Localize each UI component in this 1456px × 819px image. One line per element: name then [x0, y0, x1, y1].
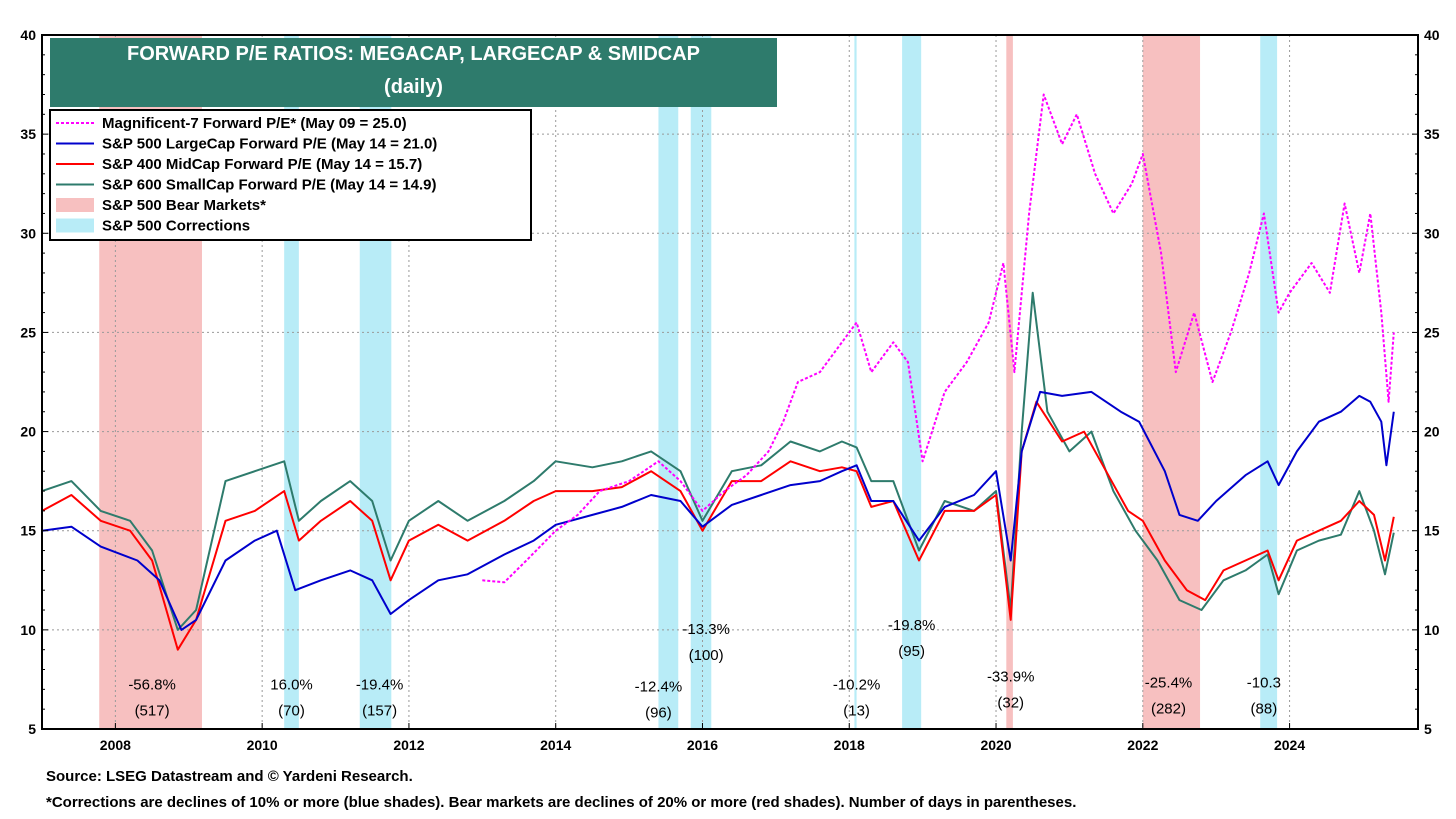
series-line-2: [41, 400, 1395, 651]
annotation-pct: 16.0%: [270, 676, 313, 693]
y-tick-label-right: 20: [1424, 424, 1440, 440]
correction-band: [658, 35, 679, 729]
correction-band: [690, 35, 712, 729]
x-tick-label: 2024: [1274, 737, 1305, 753]
x-tick-label: 2012: [393, 737, 424, 753]
footnote: *Corrections are declines of 10% or more…: [46, 794, 1077, 811]
annotation-pct: -12.4%: [635, 678, 683, 695]
annotation-days: (282): [1151, 700, 1186, 717]
annotation-pct: -10.3: [1247, 674, 1281, 691]
x-tick-label: 2010: [247, 737, 278, 753]
legend-label: S&P 600 SmallCap Forward P/E (May 14 = 1…: [102, 177, 436, 194]
annotation-pct: -10.2%: [833, 676, 881, 693]
annotation-days: (100): [689, 647, 724, 664]
bear-market-band: [1142, 35, 1201, 729]
series-line-0: [482, 93, 1395, 584]
annotation-pct: -33.9%: [987, 668, 1035, 685]
plot-frame: [41, 34, 1419, 730]
y-tick-label-left: 35: [20, 126, 36, 142]
source-note: Source: LSEG Datastream and © Yardeni Re…: [46, 768, 413, 785]
legend-box: [49, 109, 532, 241]
y-tick-label-right: 15: [1424, 523, 1440, 539]
x-tick-label: 2016: [687, 737, 718, 753]
y-tick-label-right: 40: [1424, 27, 1440, 43]
annotation-pct: -25.4%: [1145, 674, 1193, 691]
x-tick-label: 2014: [540, 737, 571, 753]
annotation-pct: -19.4%: [356, 676, 404, 693]
x-tick-label: 2020: [980, 737, 1011, 753]
y-tick-label-left: 30: [20, 225, 36, 241]
x-tick-label: 2022: [1127, 737, 1158, 753]
x-tick-label: 2018: [834, 737, 865, 753]
y-tick-label-right: 10: [1424, 622, 1440, 638]
y-tick-label-left: 5: [28, 721, 36, 737]
legend-swatch: [56, 218, 94, 233]
annotation-days: (95): [898, 643, 925, 660]
annotation-pct: -56.8%: [128, 676, 176, 693]
y-tick-label-left: 40: [20, 27, 36, 43]
bear-market-band: [1006, 35, 1013, 729]
annotation-days: (517): [135, 702, 170, 719]
series-line-3: [41, 291, 1395, 631]
chart-subtitle: (daily): [384, 76, 443, 98]
y-tick-label-right: 25: [1424, 324, 1440, 340]
y-tick-label-left: 15: [20, 523, 36, 539]
series-line-1: [41, 390, 1395, 631]
chart-title: FORWARD P/E RATIOS: MEGACAP, LARGECAP & …: [126, 43, 700, 65]
annotation-days: (32): [997, 694, 1024, 711]
y-tick-label-right: 35: [1424, 126, 1440, 142]
x-tick-label: 2008: [100, 737, 131, 753]
legend-label: S&P 400 MidCap Forward P/E (May 14 = 15.…: [102, 156, 422, 173]
annotation-days: (70): [278, 702, 305, 719]
y-tick-label-left: 25: [20, 324, 36, 340]
y-tick-label-right: 5: [1424, 721, 1432, 737]
annotation-pct: -19.8%: [888, 617, 936, 634]
y-tick-label-left: 20: [20, 424, 36, 440]
legend-label: S&P 500 Bear Markets*: [102, 197, 266, 214]
legend-label: S&P 500 Corrections: [102, 218, 250, 235]
y-tick-label-right: 30: [1424, 225, 1440, 241]
chart-title-box: FORWARD P/E RATIOS: MEGACAP, LARGECAP & …: [50, 38, 777, 107]
annotation-days: (96): [645, 704, 672, 721]
annotation-pct: -13.3%: [682, 621, 730, 638]
correction-band: [854, 35, 857, 729]
annotation-days: (88): [1251, 700, 1278, 717]
legend-swatch: [56, 198, 94, 212]
annotation-days: (13): [843, 702, 870, 719]
y-tick-label-left: 10: [20, 622, 36, 638]
correction-band: [1260, 35, 1278, 729]
legend-label: Magnificent-7 Forward P/E* (May 09 = 25.…: [102, 115, 407, 132]
annotation-days: (157): [362, 702, 397, 719]
legend-label: S&P 500 LargeCap Forward P/E (May 14 = 2…: [102, 136, 437, 153]
